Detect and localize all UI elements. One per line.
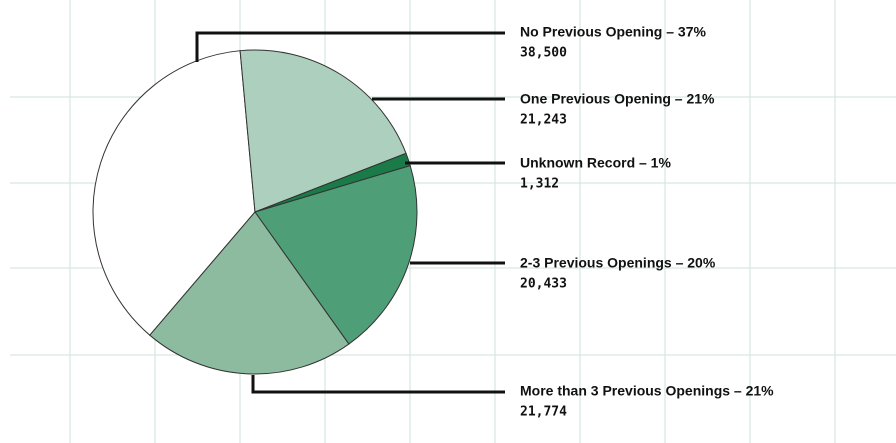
pie-slice	[92, 50, 256, 336]
slice-label: More than 3 Previous Openings – 21%	[520, 383, 774, 399]
pie-slice	[254, 164, 418, 345]
slice-value-label: 38,500	[520, 46, 567, 61]
slice-value-label: 21,243	[520, 113, 567, 128]
pie-slice	[149, 211, 350, 375]
slice-label: No Previous Opening – 37%	[520, 24, 706, 40]
slice-value-label: 1,312	[520, 177, 559, 192]
slice-label: One Previous Opening – 21%	[520, 91, 715, 107]
leader-line	[195, 31, 505, 62]
slice-value-label: 21,774	[520, 405, 567, 420]
slice-label: 2-3 Previous Openings – 20%	[520, 255, 716, 271]
slice-label: Unknown Record – 1%	[520, 155, 671, 171]
pie-slice	[239, 49, 407, 213]
slice-value-label: 20,433	[520, 277, 567, 292]
leader-line	[251, 375, 505, 394]
